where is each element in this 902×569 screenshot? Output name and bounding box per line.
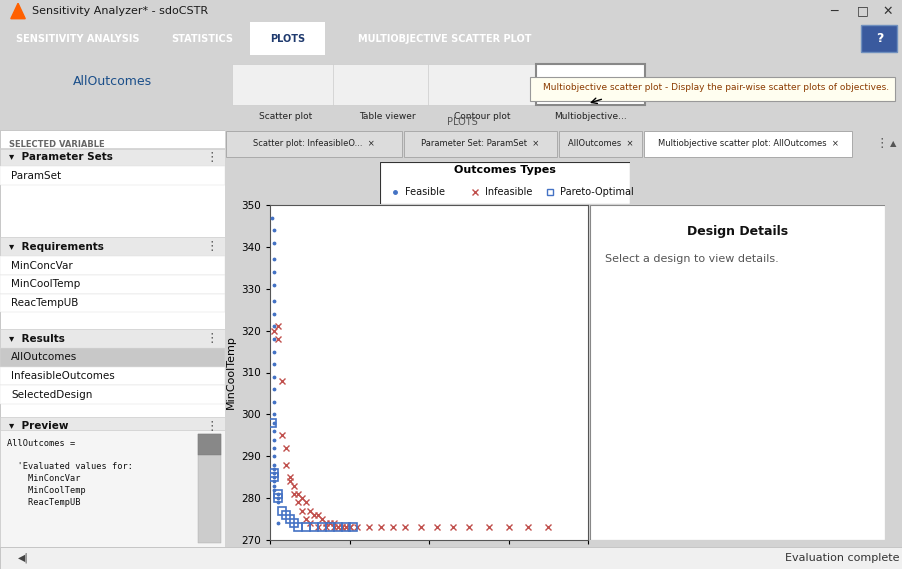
Text: MinCoolTemp: MinCoolTemp	[11, 279, 80, 289]
X-axis label: MinConcVar: MinConcVar	[396, 564, 462, 569]
Text: ⋮: ⋮	[876, 137, 888, 150]
Text: STATISTICS: STATISTICS	[171, 34, 234, 43]
Text: AllOutcomes: AllOutcomes	[73, 75, 152, 88]
FancyBboxPatch shape	[529, 77, 895, 101]
Bar	[0, 385, 225, 404]
Bar	[198, 434, 220, 543]
Text: ─: ─	[830, 5, 837, 18]
Text: ◀|: ◀|	[18, 552, 29, 563]
FancyBboxPatch shape	[232, 64, 340, 105]
Text: SENSITIVITY ANALYSIS: SENSITIVITY ANALYSIS	[15, 34, 139, 43]
FancyBboxPatch shape	[644, 131, 851, 156]
Text: ⋮: ⋮	[206, 419, 217, 432]
Text: ⋮: ⋮	[206, 332, 217, 345]
Text: ParamSet: ParamSet	[11, 171, 61, 181]
Text: Contour plot: Contour plot	[454, 112, 511, 121]
Text: Design Details: Design Details	[687, 225, 788, 238]
Text: Scatter plot: Scatter plot	[259, 112, 313, 121]
Bar	[0, 275, 225, 294]
Bar	[0, 148, 225, 167]
Text: Select a design to view details.: Select a design to view details.	[604, 254, 778, 263]
Text: InfeasibleOutcomes: InfeasibleOutcomes	[11, 371, 115, 381]
Text: ▾  Preview: ▾ Preview	[9, 421, 69, 431]
Text: □: □	[857, 5, 869, 18]
Bar	[198, 434, 220, 455]
Text: ⋮: ⋮	[206, 151, 217, 164]
Text: AllOutcomes  ×: AllOutcomes ×	[567, 139, 633, 148]
FancyBboxPatch shape	[861, 25, 897, 52]
Bar	[0, 430, 225, 547]
Text: SELECTED VARIABLE: SELECTED VARIABLE	[9, 141, 105, 150]
Text: Scatter plot: InfeasibleO...  ×: Scatter plot: InfeasibleO... ×	[253, 139, 375, 148]
Text: Sensitivity Analyzer* - sdoCSTR: Sensitivity Analyzer* - sdoCSTR	[32, 6, 207, 16]
Polygon shape	[11, 3, 25, 19]
Bar	[0, 167, 225, 185]
Text: Multiobjective scatter plot: AllOutcomes  ×: Multiobjective scatter plot: AllOutcomes…	[658, 139, 839, 148]
Text: Multiobjective scatter plot - Display the pair-wise scatter plots of objectives.: Multiobjective scatter plot - Display th…	[543, 84, 889, 93]
FancyBboxPatch shape	[428, 64, 537, 105]
Bar	[0, 366, 225, 385]
Bar	[0, 348, 225, 366]
Text: AllOutcomes: AllOutcomes	[11, 352, 78, 362]
Text: ▲: ▲	[890, 139, 897, 149]
Text: ▾  Requirements: ▾ Requirements	[9, 242, 104, 251]
Text: MULTIOBJECTIVE SCATTER PLOT: MULTIOBJECTIVE SCATTER PLOT	[358, 34, 532, 43]
Text: Feasible: Feasible	[405, 187, 445, 197]
Text: AllOutcomes =

  'Evaluated values for:
    MinConcVar
    MinCoolTemp
    ReacT: AllOutcomes = 'Evaluated values for: Min…	[6, 439, 133, 506]
Bar	[0, 237, 225, 256]
Text: ✕: ✕	[882, 5, 893, 18]
Text: Infeasible: Infeasible	[485, 187, 532, 197]
Text: SelectedDesign: SelectedDesign	[11, 390, 93, 400]
Bar	[250, 22, 325, 55]
Text: Multiobjective...: Multiobjective...	[554, 112, 627, 121]
Text: Pareto-Optimal: Pareto-Optimal	[560, 187, 634, 197]
Y-axis label: MinCoolTemp: MinCoolTemp	[226, 336, 235, 410]
Text: ▾  Results: ▾ Results	[9, 333, 65, 344]
Text: PLOTS: PLOTS	[446, 117, 477, 127]
Text: PLOTS: PLOTS	[270, 34, 305, 43]
Text: ▾  Parameter Sets: ▾ Parameter Sets	[9, 152, 113, 162]
FancyBboxPatch shape	[537, 64, 645, 105]
FancyBboxPatch shape	[559, 131, 641, 156]
Text: Evaluation complete: Evaluation complete	[785, 553, 899, 563]
Bar	[0, 256, 225, 275]
Text: ReacTempUB: ReacTempUB	[11, 298, 78, 308]
Text: Table viewer: Table viewer	[359, 112, 416, 121]
Bar	[0, 417, 225, 435]
FancyBboxPatch shape	[226, 131, 401, 156]
FancyBboxPatch shape	[334, 64, 442, 105]
Bar	[0, 329, 225, 348]
FancyBboxPatch shape	[404, 131, 557, 156]
Text: Outcomes Types: Outcomes Types	[454, 164, 556, 175]
Text: MinConcVar: MinConcVar	[11, 261, 73, 270]
Text: Parameter Set: ParamSet  ×: Parameter Set: ParamSet ×	[421, 139, 539, 148]
Text: ⋮: ⋮	[206, 240, 217, 253]
Text: ?: ?	[876, 32, 883, 45]
Bar	[0, 294, 225, 312]
